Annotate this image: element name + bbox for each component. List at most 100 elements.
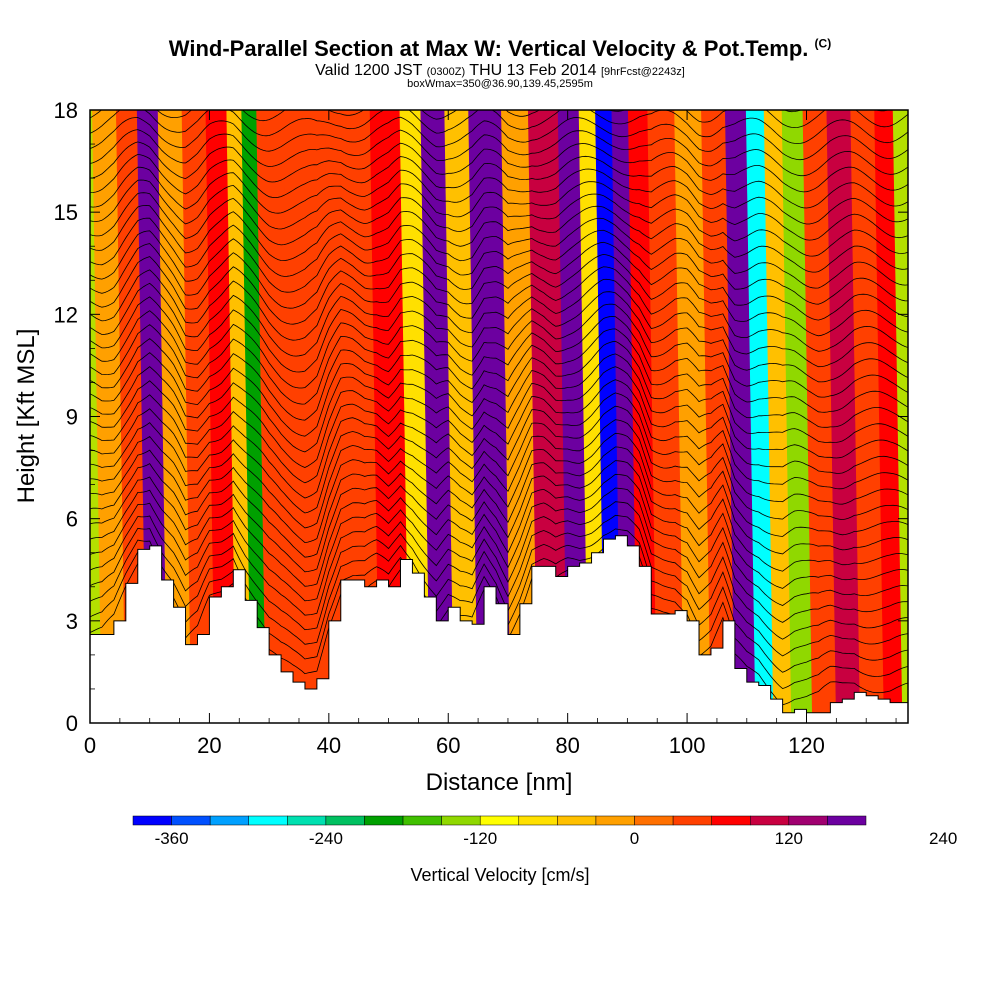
- y-axis: 0 3 6 9 12 15 18: [54, 98, 908, 736]
- colorbar-swatch: [595, 815, 635, 826]
- isentrope-line: [90, 316, 908, 413]
- isentrope-line: [90, 405, 908, 521]
- colorbar-label: Vertical Velocity [cm/s]: [410, 865, 589, 885]
- isentrope-line: [90, 446, 908, 572]
- x-tick-label: 100: [669, 733, 706, 758]
- velocity-band: [802, 110, 837, 723]
- isentrope-line: [90, 253, 908, 337]
- colorbar-swatch: [557, 815, 597, 826]
- velocity-band: [486, 110, 512, 723]
- colorbar-swatch: [672, 815, 712, 826]
- colorbar-swatch: [827, 815, 867, 826]
- colorbar-swatch: [518, 815, 558, 826]
- colorbar-swatch: [132, 815, 172, 826]
- isentrope-line: [90, 303, 908, 398]
- isentrope-line: [90, 141, 908, 193]
- forecast-info: [9hrFcst@2243z]: [600, 66, 685, 78]
- x-tick-label: 60: [436, 733, 460, 758]
- x-tick-label: 0: [84, 733, 96, 758]
- isentrope-line: [90, 514, 908, 657]
- isentrope-line: [90, 266, 908, 352]
- isentrope-line: [90, 166, 908, 225]
- colorbar-tick-label: -240: [309, 829, 343, 848]
- chart-title: Wind-Parallel Section at Max W: Vertical…: [0, 36, 1000, 62]
- isentrope-line: [90, 432, 908, 555]
- colorbar-swatch: [171, 815, 211, 826]
- isentrope-line: [90, 487, 908, 623]
- x-axis: 0 20 40 60 80 100 120: [84, 110, 897, 758]
- velocity-band: [420, 110, 455, 723]
- isentrope-line: [90, 153, 908, 209]
- isentrope-line: [90, 366, 908, 474]
- x-tick-label: 40: [317, 733, 341, 758]
- colorbar-tick-label: -360: [155, 829, 189, 848]
- isentrope-line: [90, 110, 908, 129]
- isentrope-line: [90, 528, 908, 673]
- y-axis-label: Height [Kft MSL]: [13, 329, 40, 504]
- potential-temperature-contours: [90, 110, 908, 706]
- velocity-band: [444, 110, 479, 723]
- colorbar-tick-label: 240: [929, 829, 957, 848]
- colorbar-swatch: [634, 815, 674, 826]
- isentrope-line: [90, 204, 908, 273]
- isentrope-line: [90, 229, 908, 305]
- y-tick-label: 15: [54, 200, 78, 225]
- velocity-band: [701, 110, 736, 723]
- colorbar-swatch: [441, 815, 481, 826]
- colorbar-tick-label: 0: [630, 829, 639, 848]
- colorbar-swatch: [402, 815, 442, 826]
- y-tick-label: 9: [66, 405, 78, 430]
- velocity-band: [241, 110, 267, 723]
- isentrope-line: [90, 340, 908, 443]
- isentrope-line: [90, 110, 908, 145]
- isentrope-line: [90, 241, 908, 321]
- isentrope-line: [90, 392, 908, 505]
- isentrope-line: [90, 291, 908, 383]
- isentrope-line: [90, 460, 908, 589]
- isentrope-line: [90, 328, 908, 428]
- terrain-mask: [89, 535, 909, 724]
- velocity-band: [205, 110, 237, 723]
- colorbar-swatch: [248, 815, 288, 826]
- y-tick-label: 6: [66, 507, 78, 532]
- isentrope-line: [90, 501, 908, 640]
- colorbar-tick-label: 120: [775, 829, 803, 848]
- y-tick-label: 18: [54, 98, 78, 123]
- velocity-band: [157, 110, 192, 723]
- colorbar-swatch: [788, 815, 828, 826]
- colorbar-swatch: [287, 815, 327, 826]
- isentrope-line: [90, 379, 908, 490]
- colorbar-swatch: [364, 815, 404, 826]
- valid-utc: (0300Z): [426, 66, 466, 78]
- isentrope-line: [90, 116, 908, 161]
- isentrope-line: [90, 217, 908, 289]
- x-tick-label: 120: [788, 733, 825, 758]
- y-tick-label: 12: [54, 302, 78, 327]
- velocity-band: [468, 110, 497, 723]
- isentrope-line: [90, 419, 908, 537]
- isentrope-line: [90, 278, 908, 368]
- velocity-band: [850, 110, 885, 723]
- valid-prefix: Valid 1200 JST: [315, 62, 423, 79]
- x-axis-label: Distance [nm]: [426, 769, 573, 796]
- x-tick-label: 20: [197, 733, 221, 758]
- colorbar: -360-240-1200120240360: [132, 815, 957, 848]
- isentrope-line: [90, 353, 908, 459]
- colorbar-swatch: [750, 815, 790, 826]
- colorbar-swatch: [711, 815, 751, 826]
- velocity-band: [724, 110, 757, 723]
- y-tick-label: 0: [66, 711, 78, 736]
- isentrope-line: [90, 179, 908, 241]
- colorbar-swatch: [479, 815, 520, 826]
- velocity-band: [781, 110, 813, 723]
- colorbar-tick-label: -120: [463, 829, 497, 848]
- isentrope-line: [90, 473, 908, 606]
- copyright-mark: (C): [814, 36, 832, 51]
- chart-title-text: Wind-Parallel Section at Max W: Vertical…: [168, 36, 809, 61]
- x-tick-label: 80: [555, 733, 579, 758]
- valid-date: THU 13 Feb 2014: [469, 62, 597, 79]
- isentrope-line: [90, 129, 908, 177]
- isentrope-line: [90, 192, 908, 257]
- velocity-band: [369, 110, 410, 723]
